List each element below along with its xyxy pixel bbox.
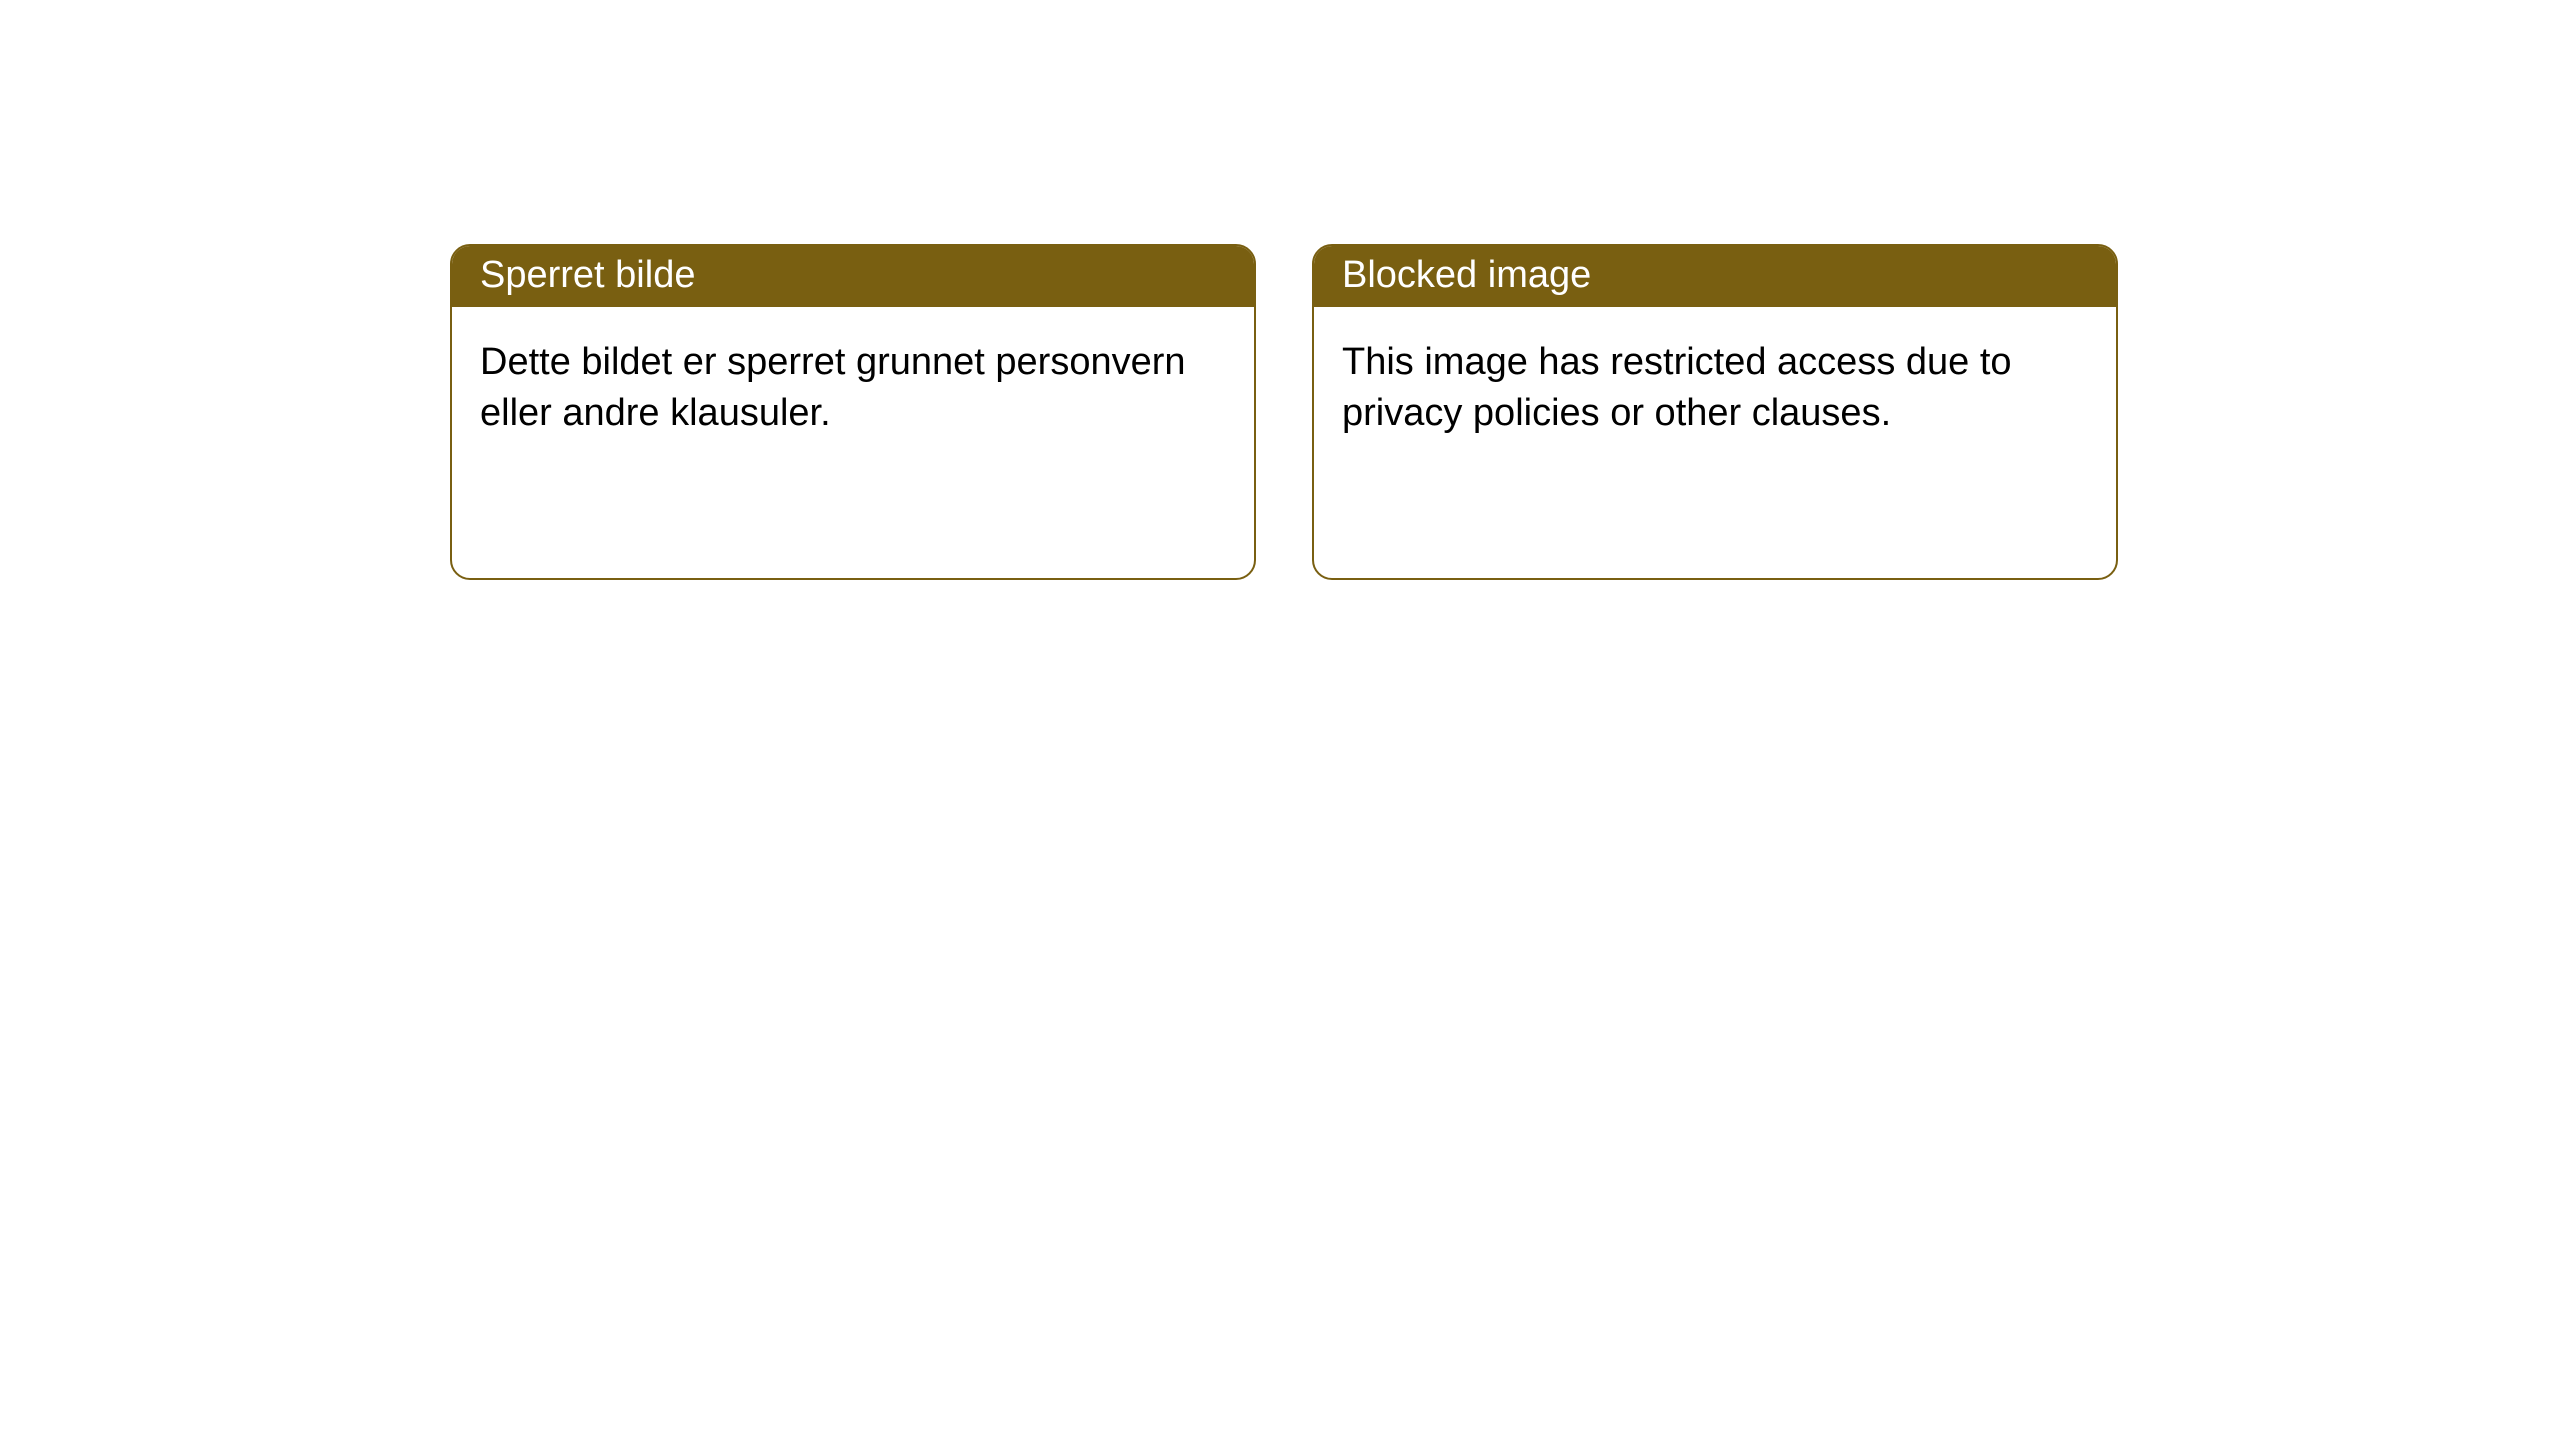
notice-container: Sperret bilde Dette bildet er sperret gr… (0, 0, 2560, 580)
card-header-english: Blocked image (1314, 246, 2116, 307)
card-header-norwegian: Sperret bilde (452, 246, 1254, 307)
card-body-english: This image has restricted access due to … (1314, 307, 2116, 470)
notice-card-norwegian: Sperret bilde Dette bildet er sperret gr… (450, 244, 1256, 580)
card-body-norwegian: Dette bildet er sperret grunnet personve… (452, 307, 1254, 470)
notice-card-english: Blocked image This image has restricted … (1312, 244, 2118, 580)
